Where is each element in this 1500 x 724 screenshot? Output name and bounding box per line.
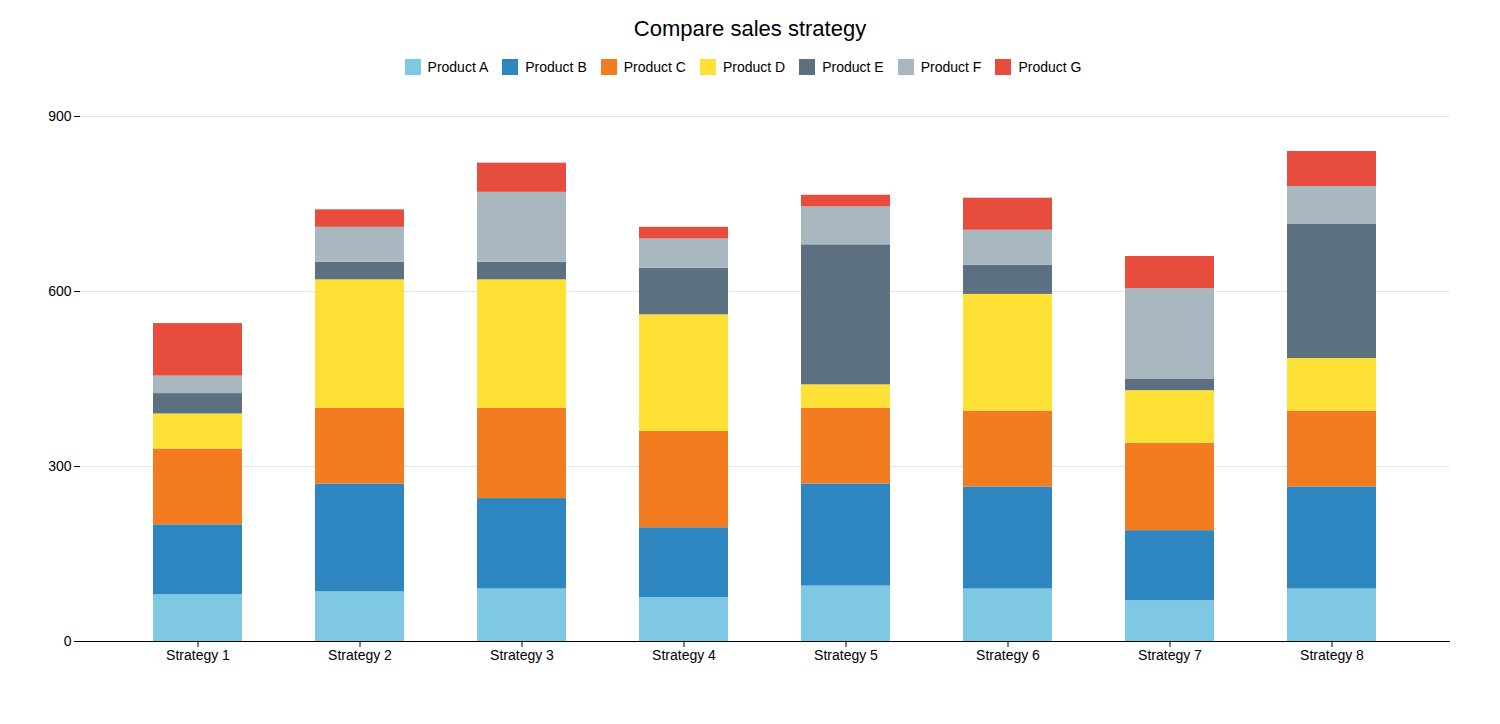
- html-text:Product D: Product D: [723, 58, 786, 75]
- svg-text:900: 900: [48, 108, 72, 124]
- html-text:Product G: Product G: [1018, 58, 1082, 75]
- svg-text:Strategy 2: Strategy 2: [328, 647, 392, 663]
- svg-text:Strategy 4: Strategy 4: [652, 647, 716, 663]
- svg-text:0: 0: [64, 633, 72, 649]
- html-text:Product F: Product F: [920, 58, 982, 75]
- html-text:Product E: Product E: [822, 58, 884, 75]
- svg-text:Strategy 1: Strategy 1: [166, 647, 230, 663]
- svg-text:Strategy 5: Strategy 5: [814, 647, 878, 663]
- html-text:Product B: Product B: [525, 58, 587, 75]
- svg-text:600: 600: [48, 283, 72, 299]
- html-text:Product C: Product C: [623, 58, 686, 75]
- svg-text:Strategy 3: Strategy 3: [490, 647, 554, 663]
- svg-text:Strategy 7: Strategy 7: [1138, 647, 1202, 663]
- html-text:Compare sales strategy: Compare sales strategy: [633, 16, 867, 41]
- svg-text:Strategy 6: Strategy 6: [976, 647, 1040, 663]
- svg-text:300: 300: [48, 458, 72, 474]
- svg-text:Strategy 8: Strategy 8: [1300, 647, 1364, 663]
- html-text:Product A: Product A: [427, 58, 489, 75]
